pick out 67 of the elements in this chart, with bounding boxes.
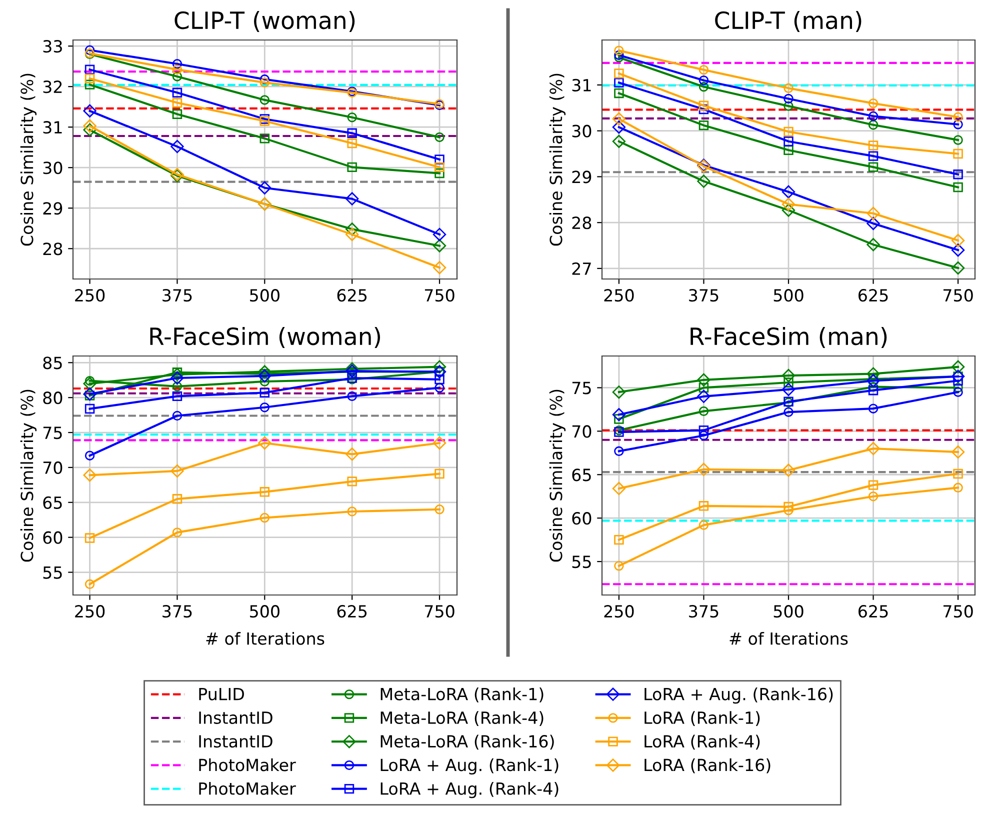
x-tick-label: 250	[75, 289, 105, 302]
y-tick-label: 55	[572, 556, 591, 568]
y-tick-label: 75	[43, 426, 62, 440]
y-tick-label: 70	[572, 425, 592, 438]
x-tick-label: 500	[250, 605, 280, 618]
x-tick-label: 750	[424, 605, 454, 618]
x-tick-label: 625	[858, 289, 888, 302]
x-tick-label: 375	[689, 289, 718, 302]
y-tick-label: 32	[43, 80, 62, 94]
y-axis-title: Cosine Similarity (%)	[20, 74, 37, 246]
x-tick-label: 250	[75, 605, 105, 618]
y-tick-label: 33	[43, 40, 62, 53]
x-tick-label: 250	[604, 605, 634, 618]
legend-label: LoRA + Aug. (Rank-16)	[644, 687, 833, 704]
x-tick-label: 750	[424, 289, 454, 302]
chart-title: CLIP-T (man)	[715, 10, 862, 32]
y-tick-label: 65	[572, 468, 591, 482]
x-tick-label: 625	[337, 289, 367, 302]
y-tick-label: 29	[572, 170, 592, 184]
x-tick-label: 625	[337, 605, 367, 618]
x-tick-label: 375	[162, 605, 192, 618]
y-tick-label: 28	[572, 216, 592, 230]
legend-label: PuLID	[199, 688, 244, 700]
legend-label: LoRA (Rank-16)	[644, 758, 770, 774]
chart-title: CLIP-T (woman)	[174, 10, 355, 32]
y-tick-label: 60	[43, 531, 62, 544]
legend-label: PhotoMaker	[199, 758, 296, 772]
legend-label: LoRA (Rank-4)	[644, 734, 760, 750]
y-tick-label: 31	[43, 121, 62, 134]
y-tick-label: 28	[43, 242, 62, 256]
legend-label: Meta-LoRA (Rank-1)	[380, 687, 544, 702]
legend-label: LoRA + Aug. (Rank-1)	[380, 758, 558, 774]
y-tick-label: 30	[43, 162, 62, 174]
y-axis-title: Cosine Similarity (%)	[20, 390, 37, 562]
y-tick-label: 70	[43, 461, 62, 474]
legend-label: Meta-LoRA (Rank-16)	[380, 734, 554, 750]
y-tick-label: 27	[572, 262, 591, 275]
y-axis-title: Cosine Similarity (%)	[549, 390, 566, 562]
x-tick-label: 375	[689, 605, 718, 618]
legend-label: LoRA + Aug. (Rank-4)	[380, 782, 558, 798]
legend-label: InstantID	[199, 735, 272, 748]
x-tick-label: 375	[162, 289, 192, 302]
y-tick-label: 31	[572, 78, 591, 92]
x-tick-label: 500	[250, 289, 280, 302]
y-tick-label: 85	[43, 356, 62, 370]
x-tick-label: 750	[944, 605, 973, 618]
y-tick-label: 30	[572, 124, 592, 138]
y-axis-title: Cosine Similarity (%)	[549, 74, 566, 246]
x-axis-title: # of Iterations	[730, 632, 848, 645]
y-tick-label: 80	[43, 392, 62, 404]
y-tick-label: 75	[572, 382, 591, 394]
y-tick-label: 65	[43, 496, 62, 509]
x-tick-label: 750	[944, 289, 973, 302]
y-tick-label: 55	[43, 566, 62, 579]
legend-label: PhotoMaker	[199, 782, 296, 795]
x-tick-label: 500	[774, 605, 804, 618]
legend-label: InstantID	[199, 712, 272, 724]
x-tick-label: 500	[774, 289, 804, 302]
y-tick-label: 29	[43, 202, 62, 215]
y-tick-label: 60	[572, 512, 592, 525]
legend-label: Meta-LoRA (Rank-4)	[380, 711, 544, 726]
x-axis-title: # of Iterations	[206, 632, 324, 645]
chart-title: R-FaceSim (man)	[690, 326, 887, 348]
chart-title: R-FaceSim (woman)	[150, 326, 380, 348]
x-tick-label: 625	[858, 605, 888, 618]
x-tick-label: 250	[604, 289, 634, 302]
legend-label: LoRA (Rank-1)	[644, 711, 760, 726]
